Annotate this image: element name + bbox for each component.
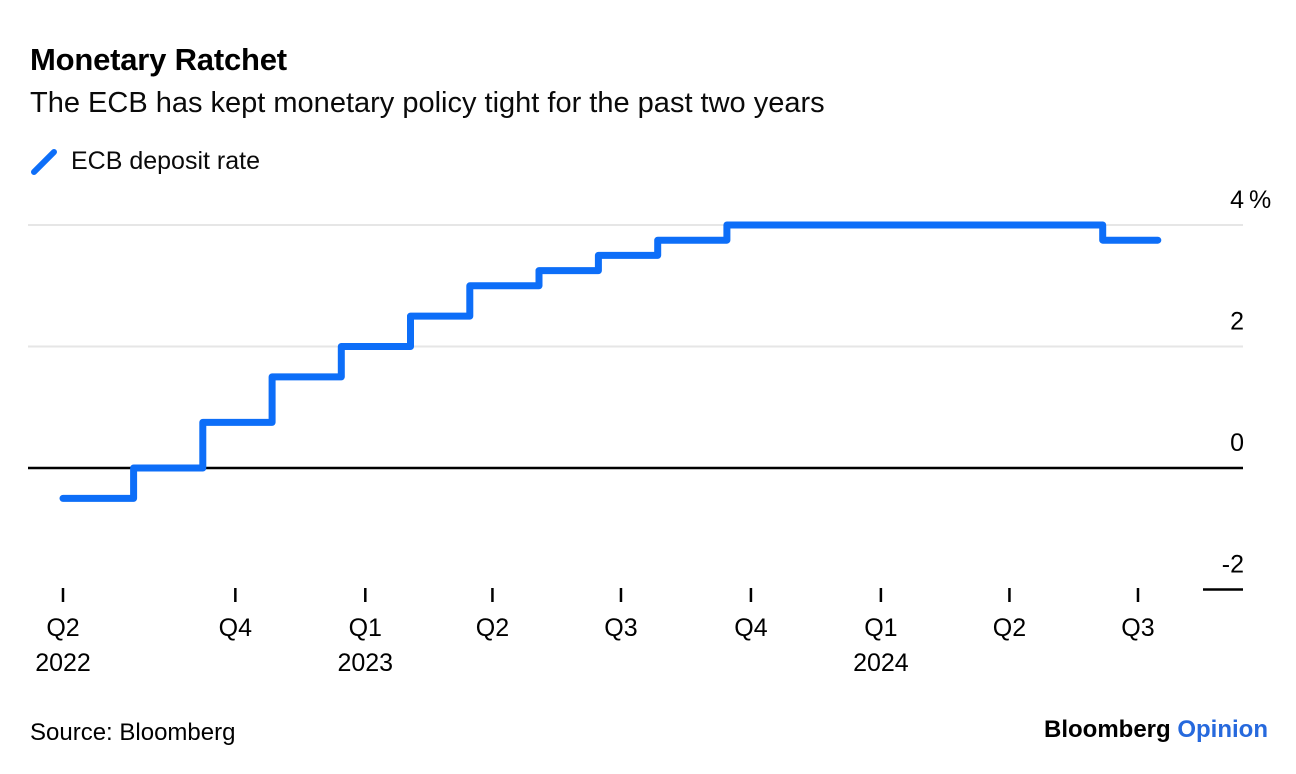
y-axis-label: 4 [1230,186,1244,214]
x-tick-label: Q3 [1121,614,1154,642]
legend-label: ECB deposit rate [71,147,260,175]
x-tick-label: Q2 [46,614,79,642]
y-axis-label: 0 [1230,429,1244,457]
bloomberg-opinion-logo: Bloomberg Opinion [1044,716,1268,744]
x-tick-label: Q1 [349,614,382,642]
deposit-rate-line [59,221,1162,502]
x-tick-label: Q2 [993,614,1026,642]
page-subtitle: The ECB has kept monetary policy tight f… [30,87,825,119]
x-tick-label: Q4 [734,614,767,642]
x-year-label: 2023 [337,649,393,677]
page-title: Monetary Ratchet [30,42,287,77]
x-year-label: 2022 [35,649,91,677]
legend-line-icon [31,148,57,175]
logo-bloomberg: Bloomberg [1044,716,1171,743]
legend: ECB deposit rate [30,147,260,176]
x-tick-label: Q3 [604,614,637,642]
source-note: Source: Bloomberg [30,719,236,746]
x-tick-label: Q2 [476,614,509,642]
x-year-label: 2024 [853,649,909,677]
y-axis-label: 2 [1230,308,1244,336]
x-tick-label: Q1 [864,614,897,642]
x-tick-label: Q4 [219,614,252,642]
y-axis-unit-label: % [1249,186,1271,214]
logo-opinion: Opinion [1177,716,1268,743]
y-axis-label: -2 [1222,551,1244,579]
